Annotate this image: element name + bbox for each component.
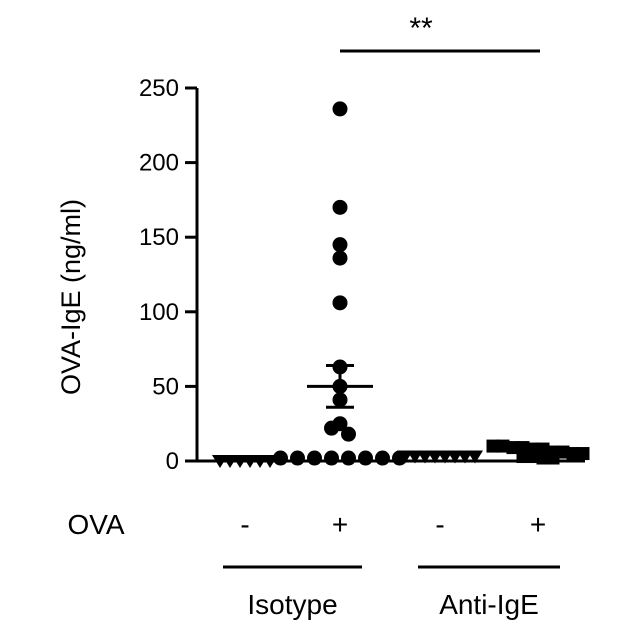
y-tick-label: 50 [152, 373, 179, 400]
data-point-circle [333, 251, 348, 266]
y-tick-label: 200 [139, 150, 179, 177]
data-point-circle [358, 451, 373, 466]
data-point-circle [333, 200, 348, 215]
ova-row-label: OVA [67, 509, 124, 540]
data-point-square [577, 447, 590, 460]
ova-value-label: + [530, 509, 546, 540]
y-tick-label: 100 [139, 299, 179, 326]
y-tick-label: 150 [139, 224, 179, 251]
data-point-circle [290, 451, 305, 466]
ova-value-label: - [240, 509, 249, 540]
y-tick-label: 250 [139, 75, 179, 102]
data-points [212, 101, 590, 468]
data-point-circle [333, 295, 348, 310]
data-point-circle [307, 451, 322, 466]
y-axis: 0 50 100 150 200 250 [139, 75, 197, 475]
data-point-circle [273, 451, 288, 466]
data-point-circle [333, 101, 348, 116]
y-tick-label: 0 [166, 448, 179, 475]
significance-bracket: ** [340, 12, 540, 51]
group-labels: Isotype Anti-IgE [223, 567, 560, 620]
data-point-circle [375, 451, 390, 466]
significance-label: ** [409, 12, 433, 45]
data-point-circle [324, 421, 339, 436]
ova-value-label: - [435, 509, 444, 540]
group-label: Isotype [247, 589, 337, 620]
group-label: Anti-IgE [439, 589, 539, 620]
ova-value-label: + [332, 509, 348, 540]
data-point-circle [341, 451, 356, 466]
mean-sem-bars [307, 366, 373, 408]
ova-row: OVA - + - + [67, 509, 546, 540]
y-axis-label: OVA-IgE (ng/ml) [56, 199, 86, 395]
data-point-circle [333, 237, 348, 252]
data-point-circle [324, 451, 339, 466]
data-point-square [547, 452, 560, 465]
data-point-circle [341, 427, 356, 442]
